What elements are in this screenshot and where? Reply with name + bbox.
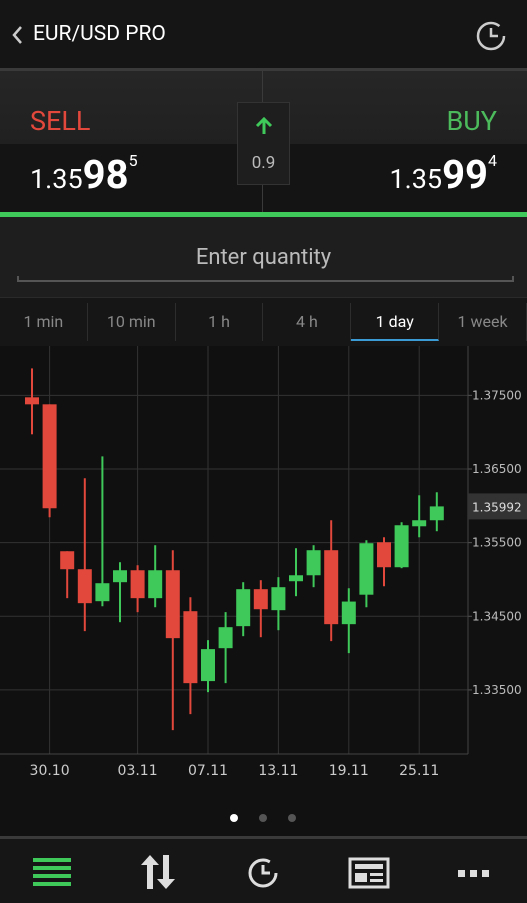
nav-icons	[33, 855, 489, 889]
x-tick-label: 07.11	[188, 763, 228, 779]
candle-body	[271, 587, 286, 611]
header-title: EUR/USD PRO	[33, 22, 166, 46]
candle-body	[201, 649, 215, 682]
up-arrow	[255, 116, 273, 134]
quote-panel: SELL 1.35985 BUY 1.35994 0.9	[0, 71, 527, 212]
price-big: 99	[442, 151, 488, 198]
y-tick-label: 1.37500	[472, 388, 522, 402]
sell-button[interactable]: SELL	[30, 105, 91, 137]
candle-body	[289, 575, 303, 582]
last-price-label: 1.35992	[472, 500, 522, 514]
history-icon[interactable]	[248, 858, 278, 888]
positions-icon[interactable]	[33, 858, 71, 886]
header: EUR/USD PRO	[0, 0, 527, 71]
price-sup: 5	[128, 151, 138, 170]
candle-body	[429, 506, 444, 521]
accent-bar	[0, 212, 527, 217]
candle-body	[130, 570, 145, 599]
candle-body	[113, 570, 127, 583]
price-sup: 4	[488, 151, 497, 170]
page-dot[interactable]	[230, 814, 238, 822]
page-dot[interactable]	[259, 814, 267, 822]
candle-body	[324, 550, 339, 625]
y-tick-label: 1.35500	[472, 536, 522, 550]
price-prefix: 1.35	[389, 163, 443, 195]
last-price-box	[468, 493, 527, 520]
candle-body	[394, 525, 409, 568]
quantity-input[interactable]: Enter quantity	[195, 245, 332, 270]
candle-body	[412, 520, 427, 527]
candle-body	[42, 404, 57, 509]
candle-body	[359, 543, 374, 595]
bottom-nav	[0, 836, 527, 903]
timeframe-tab[interactable]: 1 min	[0, 303, 88, 341]
trade-icon[interactable]	[141, 855, 175, 889]
back-button[interactable]	[10, 24, 24, 46]
candle-body	[165, 570, 180, 639]
x-tick-label: 25.11	[399, 763, 439, 779]
candle-body	[148, 570, 163, 599]
timeframe-tab[interactable]: 1 h	[176, 303, 264, 341]
candle-body	[25, 397, 39, 405]
y-tick-label: 1.34500	[472, 609, 522, 623]
x-tick-label: 19.11	[329, 763, 369, 779]
buy-price[interactable]: 1.35994	[389, 151, 497, 198]
spread-box: 0.9	[237, 102, 290, 185]
price-prefix: 1.35	[30, 163, 83, 195]
candle-body	[306, 550, 321, 576]
x-tick-label: 03.11	[118, 763, 158, 779]
timeframe-tab[interactable]: 10 min	[88, 303, 176, 341]
candle-body	[341, 601, 356, 625]
candle-body	[60, 551, 75, 570]
candle-body	[183, 611, 198, 684]
candle-body	[95, 583, 110, 602]
y-tick-label: 1.33500	[472, 683, 522, 697]
x-tick-label: 13.11	[258, 763, 298, 779]
timeframe-tab[interactable]: 1 day	[351, 303, 440, 341]
candlestick-chart: 1.33500 1.34500 1.35500 1.36500 1.37500 30.10…	[0, 346, 527, 822]
timeframe-tab[interactable]: 4 h	[263, 303, 352, 341]
input-underline	[17, 276, 514, 282]
page-dot[interactable]	[288, 814, 296, 822]
candle-body	[377, 542, 391, 568]
timeframe-tab[interactable]: 1 week	[439, 303, 527, 341]
sell-price[interactable]: 1.35985	[30, 151, 138, 198]
candle-body	[253, 589, 268, 610]
buy-button[interactable]: BUY	[446, 105, 497, 137]
quantity-area: Enter quantity	[0, 217, 527, 297]
candle-body	[77, 569, 92, 604]
history-button[interactable]	[475, 19, 509, 53]
price-big: 98	[82, 151, 129, 198]
more-icon[interactable]	[458, 870, 489, 877]
y-tick-label: 1.36500	[472, 462, 522, 476]
candle-body	[236, 589, 251, 627]
news-icon[interactable]	[348, 857, 390, 889]
x-tick-label: 30.10	[30, 763, 70, 779]
candle-body	[218, 627, 233, 649]
spread-value: 0.9	[251, 153, 276, 173]
